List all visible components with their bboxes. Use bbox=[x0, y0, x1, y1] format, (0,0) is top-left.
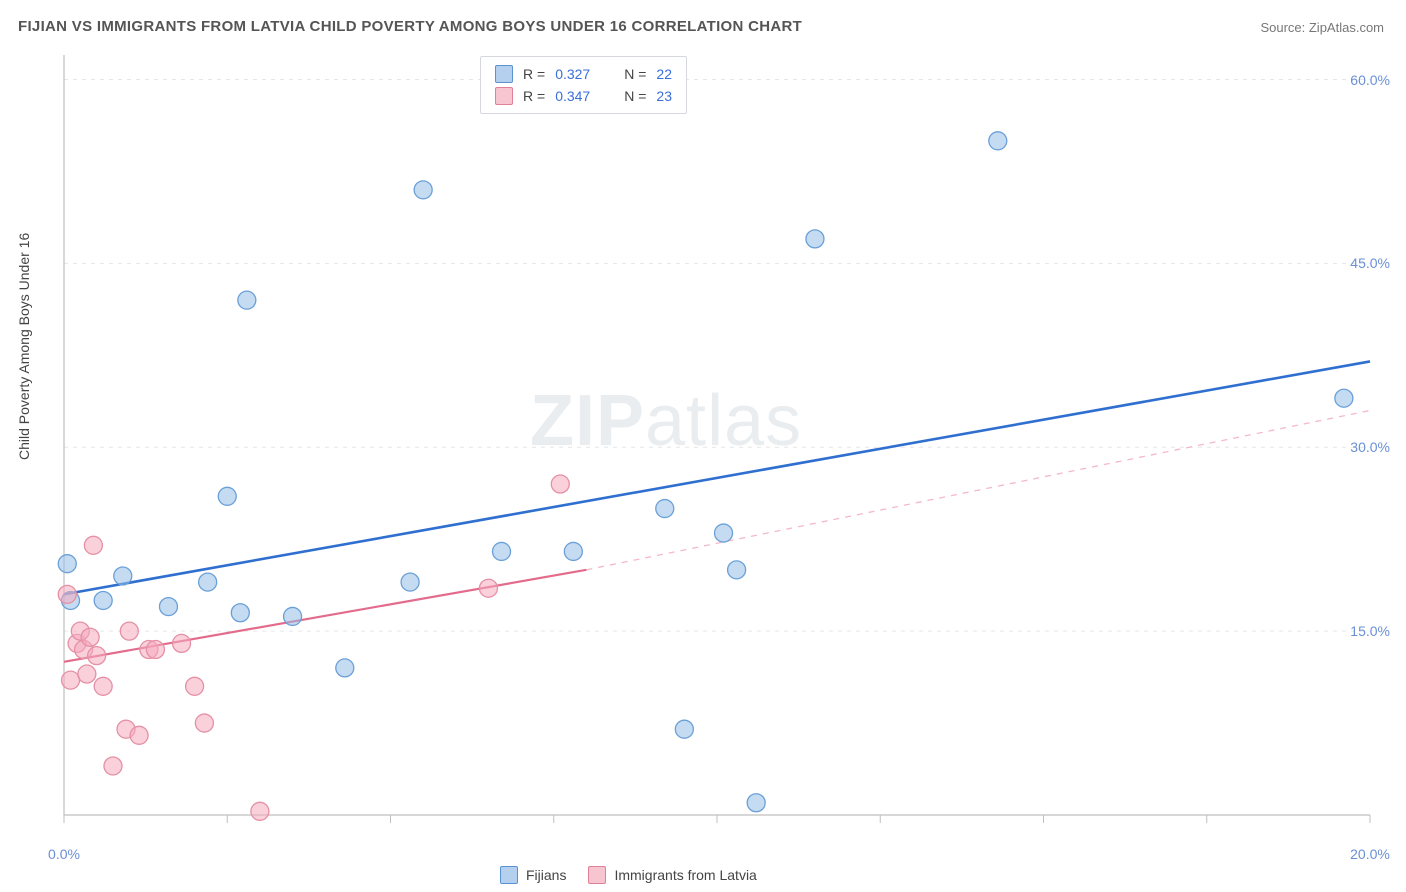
y-tick-label: 30.0% bbox=[1350, 439, 1390, 455]
legend-swatch bbox=[495, 87, 513, 105]
legend-series-item: Immigrants from Latvia bbox=[588, 866, 756, 884]
y-tick-label: 60.0% bbox=[1350, 72, 1390, 88]
legend-stats: R =0.327N =22R =0.347N =23 bbox=[480, 56, 687, 114]
y-tick-label: 15.0% bbox=[1350, 623, 1390, 639]
legend-series-label: Fijians bbox=[526, 867, 566, 883]
x-tick-label: 0.0% bbox=[48, 846, 80, 862]
y-axis-label: Child Poverty Among Boys Under 16 bbox=[16, 233, 32, 460]
legend-swatch bbox=[500, 866, 518, 884]
legend-stat-row: R =0.347N =23 bbox=[495, 85, 672, 107]
legend-swatch bbox=[495, 65, 513, 83]
x-tick-label: 20.0% bbox=[1350, 846, 1390, 862]
legend-series-item: Fijians bbox=[500, 866, 566, 884]
y-tick-label: 45.0% bbox=[1350, 255, 1390, 271]
legend-stat-row: R =0.327N =22 bbox=[495, 63, 672, 85]
legend-swatch bbox=[588, 866, 606, 884]
legend-series: Fijians Immigrants from Latvia bbox=[500, 866, 757, 884]
scatter-chart bbox=[50, 45, 1390, 865]
source-label: Source: ZipAtlas.com bbox=[1260, 20, 1384, 35]
legend-series-label: Immigrants from Latvia bbox=[614, 867, 756, 883]
chart-title: FIJIAN VS IMMIGRANTS FROM LATVIA CHILD P… bbox=[18, 18, 802, 35]
